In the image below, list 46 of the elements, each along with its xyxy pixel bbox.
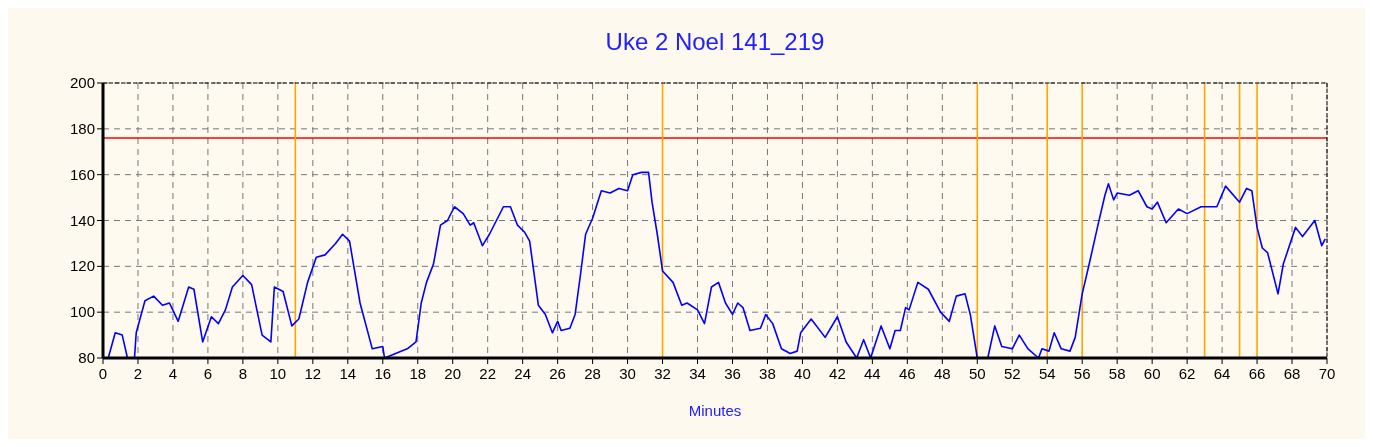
x-tick-label: 36	[724, 365, 741, 382]
x-tick-label: 62	[1178, 365, 1196, 382]
line-series	[107, 171, 1327, 359]
x-tick-label: 8	[238, 365, 248, 382]
y-tick-label: 120	[69, 257, 95, 275]
chart-title: Uke 2 Noel 141_219	[605, 28, 825, 55]
x-tick-label: 20	[444, 365, 462, 382]
x-tick-label: 70	[1318, 365, 1336, 382]
x-tick-label: 60	[1143, 365, 1161, 382]
x-tick-label: 52	[1003, 365, 1021, 382]
x-tick-label: 32	[654, 365, 671, 382]
x-tick-label: 42	[829, 365, 846, 382]
x-tick-label: 14	[339, 365, 357, 382]
x-tick-label: 24	[514, 365, 531, 382]
x-tick-label: 2	[133, 365, 143, 382]
y-tick-label: 100	[69, 303, 95, 321]
y-tick-label: 180	[69, 119, 95, 137]
x-tick-label: 16	[374, 365, 392, 382]
x-tick-label: 30	[619, 365, 636, 382]
x-tick-label: 48	[933, 365, 951, 382]
x-axis-title: Minutes	[688, 402, 742, 419]
x-tick-label: 6	[203, 365, 213, 382]
x-tick-label: 68	[1283, 365, 1301, 382]
x-tick-label: 0	[98, 365, 108, 382]
x-tick-label: 40	[794, 365, 811, 382]
x-tick-label: 10	[269, 365, 287, 382]
x-tick-label: 34	[689, 365, 706, 382]
y-tick-label: 160	[69, 165, 95, 183]
x-tick-label: 58	[1108, 365, 1126, 382]
x-tick-label: 64	[1213, 365, 1231, 382]
y-tick-label: 140	[69, 211, 95, 229]
x-tick-label: 12	[304, 365, 322, 382]
x-tick-label: 56	[1073, 365, 1091, 382]
y-tick-label: 200	[69, 74, 95, 91]
y-tick-label: 80	[78, 349, 95, 366]
x-tick-label: 54	[1038, 365, 1056, 382]
x-tick-label: 38	[759, 365, 776, 382]
x-tick-label: 22	[479, 365, 497, 382]
x-tick-label: 50	[968, 365, 986, 382]
x-tick-label: 66	[1248, 365, 1266, 382]
x-tick-label: 4	[168, 365, 178, 382]
x-tick-label: 18	[409, 365, 427, 382]
x-tick-label: 26	[549, 365, 566, 382]
x-tick-label: 44	[864, 365, 881, 382]
x-tick-label: 46	[899, 365, 916, 382]
x-tick-label: 28	[584, 365, 601, 382]
